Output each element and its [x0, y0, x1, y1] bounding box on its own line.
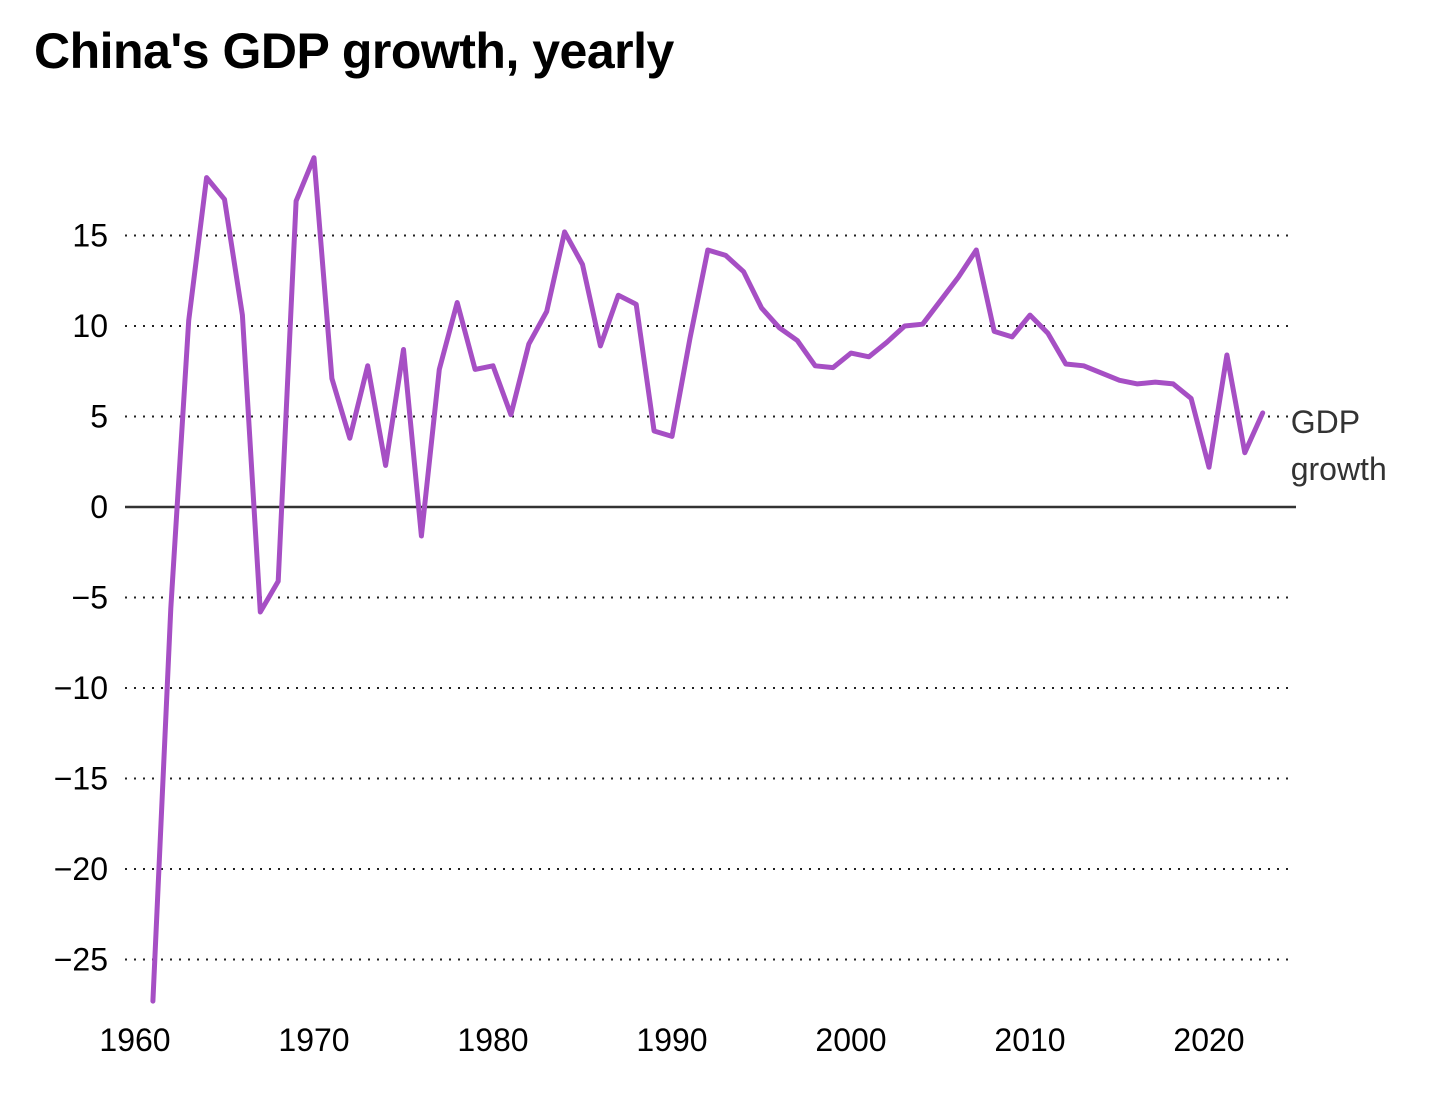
x-tick-label: 2020: [1173, 1022, 1244, 1058]
series-label: GDP growth: [1291, 404, 1387, 487]
x-tick-label: 1970: [278, 1022, 349, 1058]
y-tick-label: −25: [54, 942, 108, 978]
x-tick-label: 1990: [636, 1022, 707, 1058]
y-tick-label: −20: [54, 851, 108, 887]
x-tick-label: 1980: [457, 1022, 528, 1058]
x-axis-tick-labels: 1960 1970 1980 1990 2000 2010 2020: [99, 1022, 1244, 1058]
series-label-line: growth: [1291, 451, 1387, 487]
y-tick-label: −5: [72, 580, 108, 616]
y-tick-label: 5: [90, 399, 108, 435]
series-line-gdp-growth: [150, 155, 1266, 1004]
chart-title: China's GDP growth, yearly: [34, 23, 674, 79]
y-axis-tick-labels: 15 10 5 0 −5 −10 −15 −20 −25: [54, 218, 108, 978]
series-label-line: GDP: [1291, 404, 1360, 440]
y-tick-label: 15: [72, 218, 108, 254]
y-tick-label: −10: [54, 670, 108, 706]
y-tick-label: 10: [72, 308, 108, 344]
x-tick-label: 2010: [994, 1022, 1065, 1058]
series-group: GDP growth: [150, 155, 1387, 1004]
gridlines: [125, 234, 1296, 961]
y-tick-label: 0: [90, 489, 108, 525]
y-tick-label: −15: [54, 761, 108, 797]
x-tick-label: 2000: [815, 1022, 886, 1058]
x-tick-label: 1960: [99, 1022, 170, 1058]
